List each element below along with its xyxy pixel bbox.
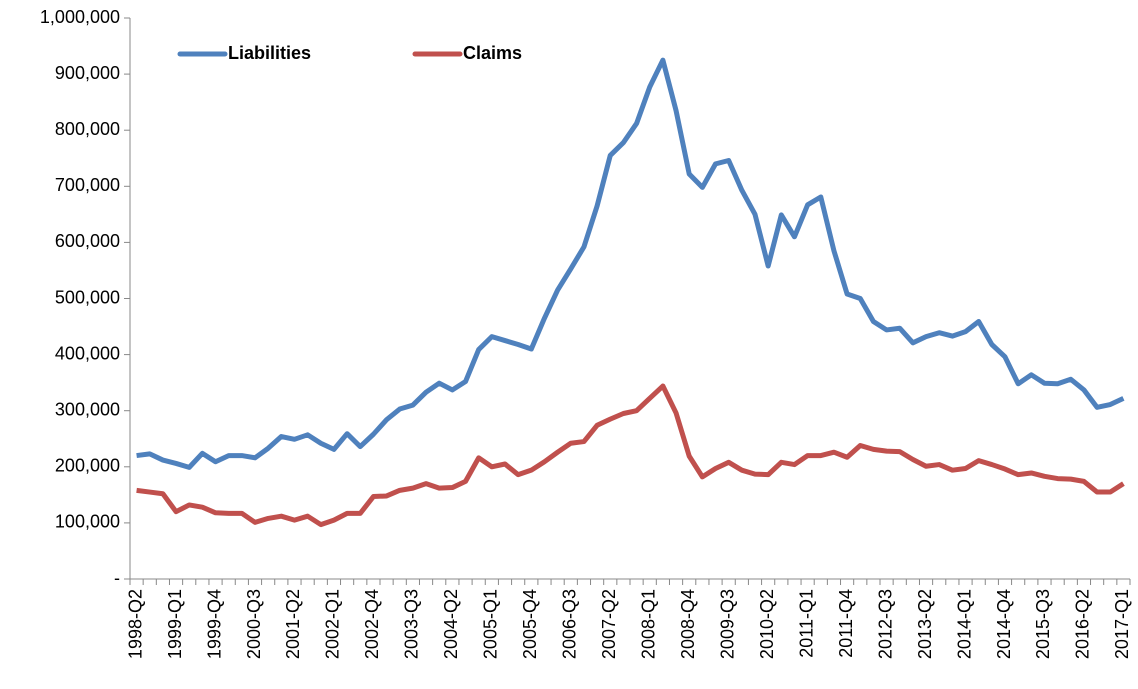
y-tick-label: 900,000 xyxy=(55,63,120,83)
y-tick-label: 500,000 xyxy=(55,287,120,307)
x-tick-label: 2009-Q3 xyxy=(717,589,737,659)
y-tick-label: - xyxy=(114,568,120,588)
x-tick-label: 2014-Q4 xyxy=(994,589,1014,659)
series-line xyxy=(136,383,1125,528)
series-line xyxy=(136,57,1125,470)
x-tick-label: 2002-Q1 xyxy=(323,589,343,659)
x-tick-label: 1998-Q2 xyxy=(125,589,145,659)
y-tick-label: 700,000 xyxy=(55,175,120,195)
y-tick-label: 100,000 xyxy=(55,512,120,532)
y-tick-label: 400,000 xyxy=(55,343,120,363)
x-tick-label: 2008-Q4 xyxy=(678,589,698,659)
y-tick-label: 600,000 xyxy=(55,231,120,251)
x-tick-label: 2011-Q4 xyxy=(836,589,856,658)
x-tick-label: 2012-Q3 xyxy=(875,589,895,659)
legend-label: Liabilities xyxy=(228,43,311,63)
x-tick-label: 2016-Q2 xyxy=(1073,589,1093,659)
x-tick-label: 2005-Q1 xyxy=(481,589,501,659)
x-tick-label: 2007-Q2 xyxy=(599,589,619,659)
x-tick-label: 2015-Q3 xyxy=(1033,589,1053,659)
x-tick-label: 2010-Q2 xyxy=(757,589,777,659)
y-tick-label: 300,000 xyxy=(55,399,120,419)
legend-label: Claims xyxy=(463,43,522,63)
x-tick-label: 2011-Q1 xyxy=(796,589,816,658)
x-tick-label: 2005-Q4 xyxy=(520,589,540,659)
y-tick-label: 800,000 xyxy=(55,119,120,139)
x-tick-label: 1999-Q1 xyxy=(165,589,185,659)
x-tick-label: 2013-Q2 xyxy=(915,589,935,659)
y-tick-label: 200,000 xyxy=(55,456,120,476)
x-tick-label: 2008-Q1 xyxy=(638,589,658,659)
x-tick-label: 2014-Q1 xyxy=(954,589,974,659)
x-tick-label: 2006-Q3 xyxy=(560,589,580,659)
x-tick-label: 2017-Q1 xyxy=(1112,589,1132,659)
x-tick-label: 2002-Q4 xyxy=(362,589,382,659)
y-tick-label: 1,000,000 xyxy=(40,7,120,27)
x-tick-label: 2000-Q3 xyxy=(244,589,264,659)
x-tick-label: 2004-Q2 xyxy=(441,589,461,659)
x-tick-label: 2001-Q2 xyxy=(283,589,303,659)
x-tick-label: 2003-Q3 xyxy=(402,589,422,659)
x-tick-label: 1999-Q4 xyxy=(204,589,224,659)
